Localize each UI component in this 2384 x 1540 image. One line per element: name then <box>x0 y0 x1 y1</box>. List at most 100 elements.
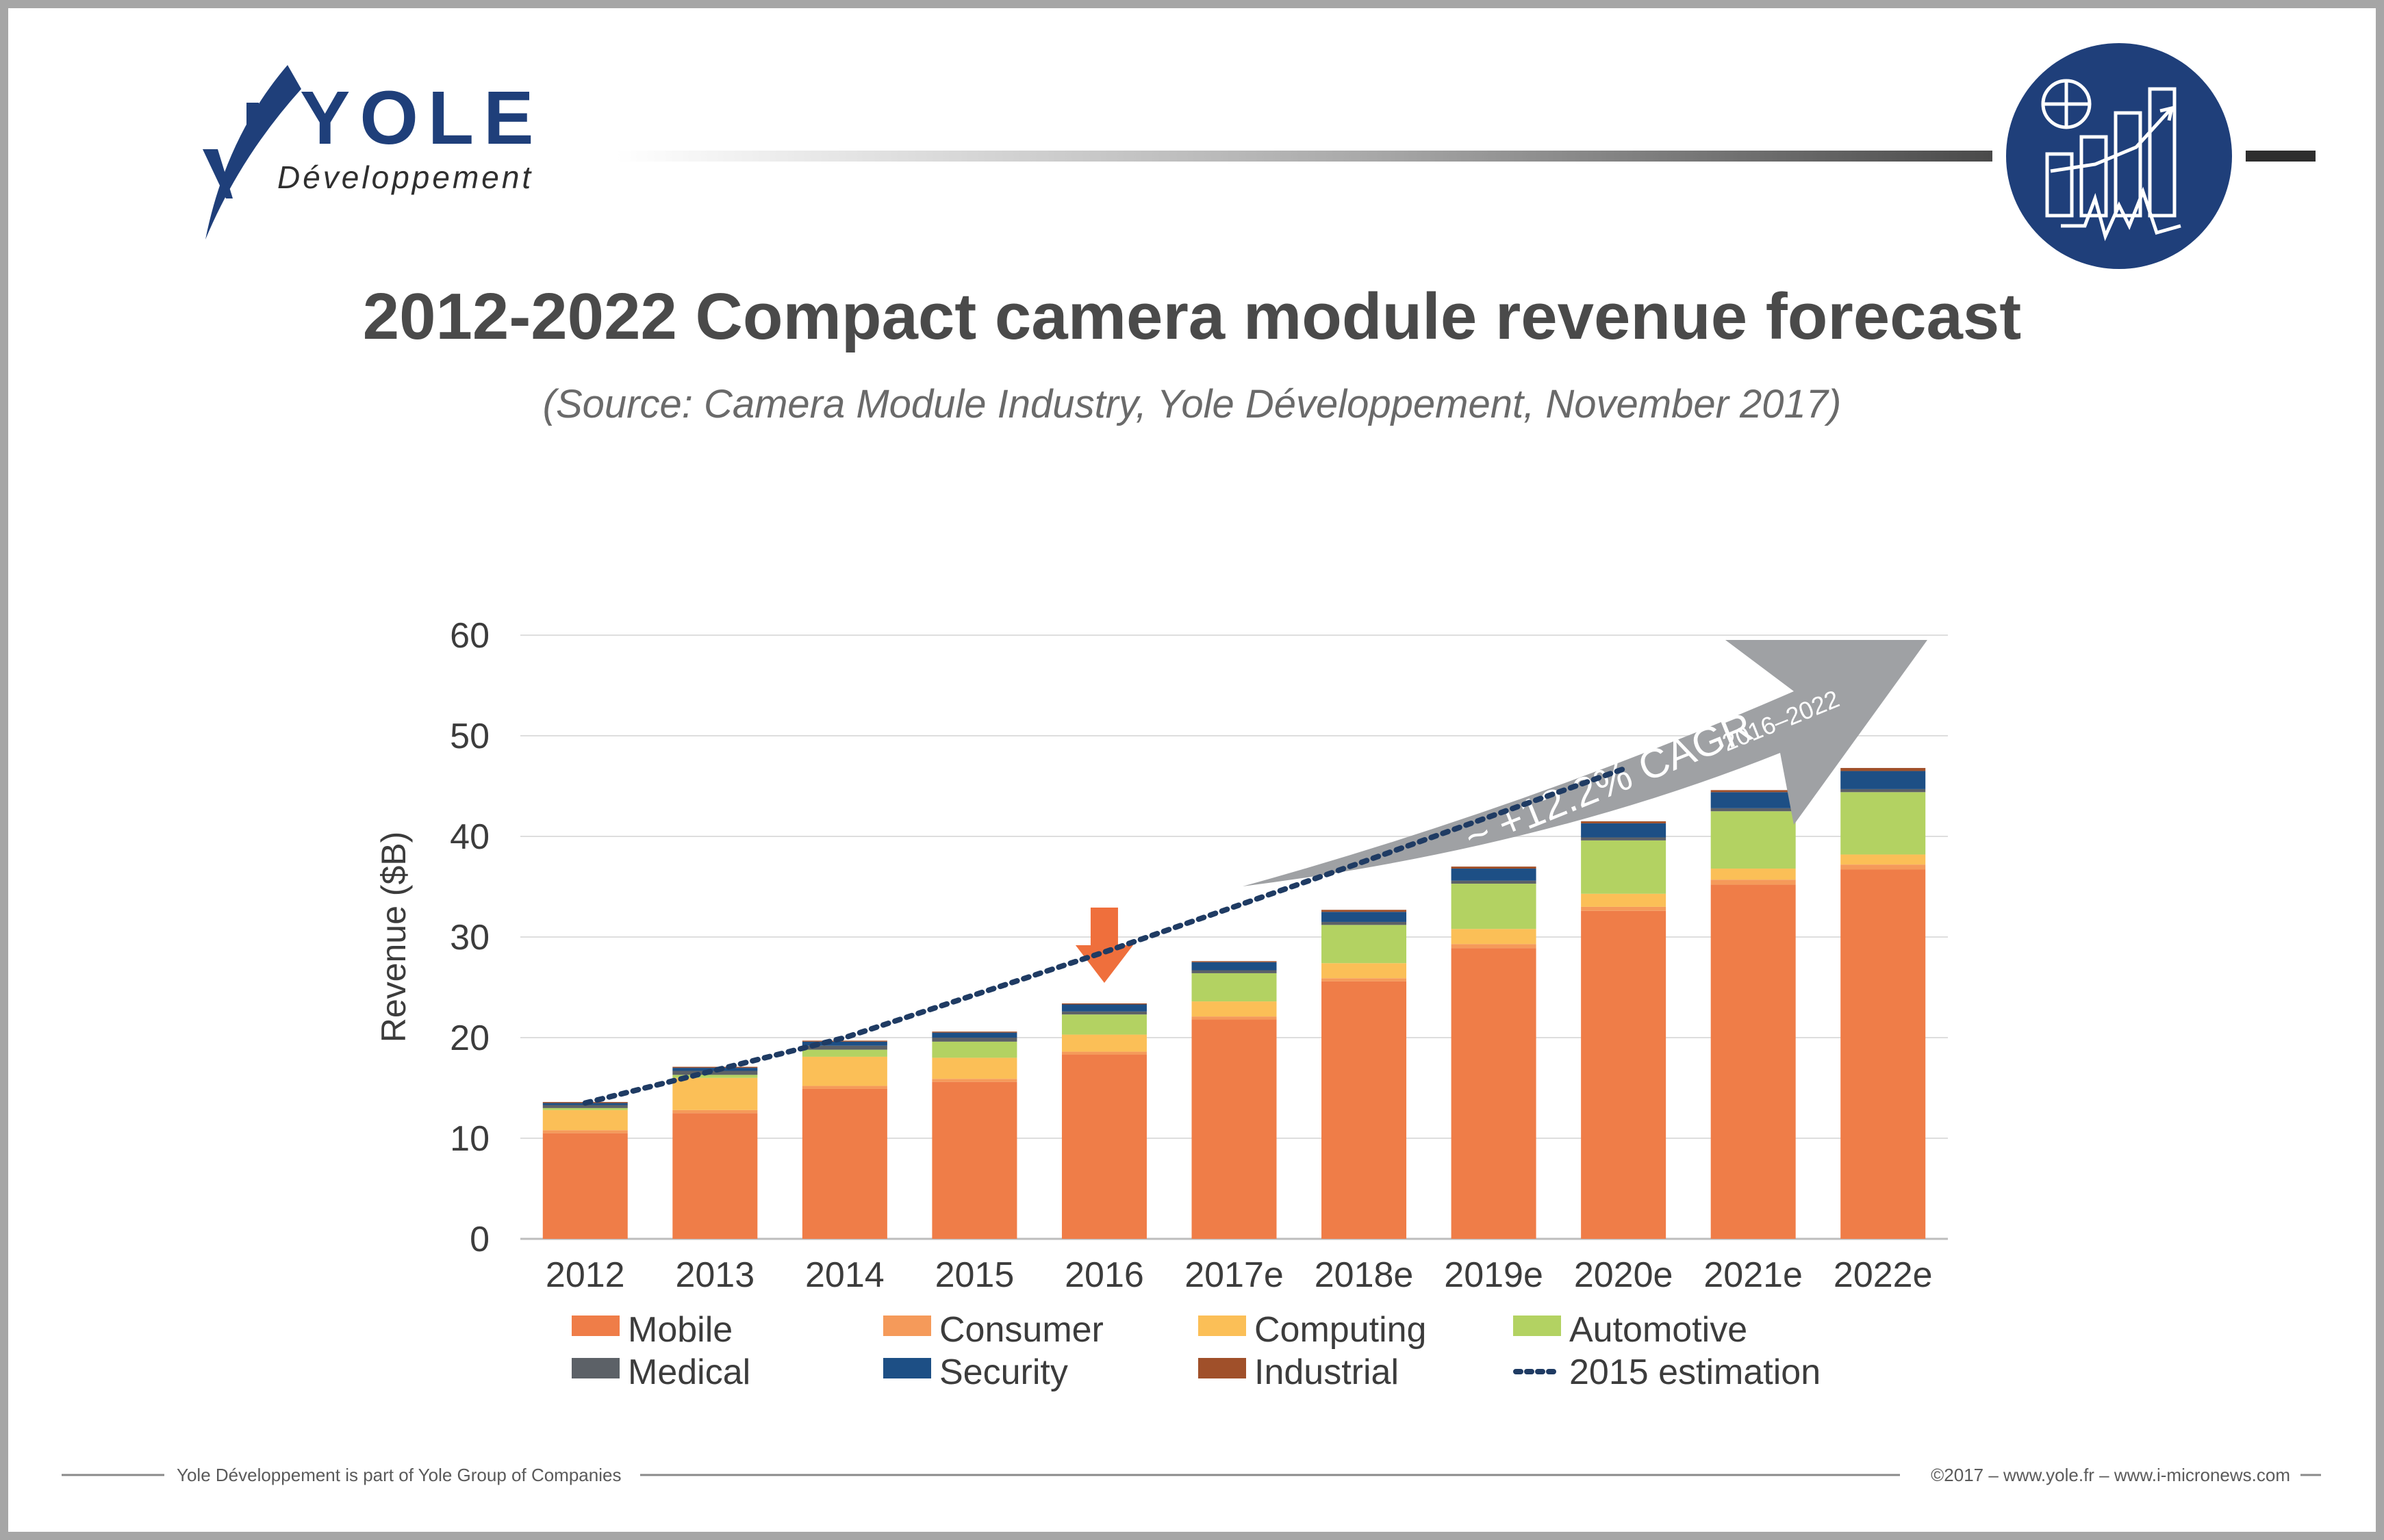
y-tick-label: 30 <box>450 918 490 958</box>
legend-label: Automotive <box>1569 1310 1747 1350</box>
x-tick-label: 2021e <box>1703 1255 1803 1295</box>
footer: Yole Développement is part of Yole Group… <box>62 1465 2321 1485</box>
logo-swoosh <box>205 65 301 240</box>
x-tick-label: 2018e <box>1315 1255 1414 1295</box>
legend-swatch-mobile <box>572 1316 620 1336</box>
bar-segment-consumer <box>1840 864 1926 870</box>
bar-segment-security <box>1840 771 1926 789</box>
bar-segment-mobile <box>672 1113 758 1239</box>
y-tick-label: 0 <box>470 1220 490 1259</box>
bar-segment-medical <box>932 1038 1017 1042</box>
cagr-arrow <box>1243 640 1927 886</box>
x-tick-label: 2019e <box>1444 1255 1543 1295</box>
bar-segment-consumer <box>672 1109 758 1114</box>
bar-segment-computing <box>1191 1001 1277 1017</box>
bar-segment-medical <box>1321 921 1407 925</box>
bar-segment-computing <box>1061 1034 1147 1052</box>
bar-segment-industrial <box>1710 790 1796 793</box>
revenue-chart: 0 10 20 30 40 50 60 Revenue ($B) 2012 2013 2014 201… <box>375 616 1948 1392</box>
x-tick-label: 2014 <box>805 1255 885 1295</box>
bar-segment-medical <box>1451 880 1536 884</box>
x-tick-label: 2017e <box>1184 1255 1284 1295</box>
y-tick-label: 50 <box>450 717 490 756</box>
bar-segment-security <box>1581 823 1666 838</box>
x-tick-label: 2016 <box>1065 1255 1144 1295</box>
legend-label: Medical <box>628 1352 750 1392</box>
bar-segment-automotive <box>1191 973 1277 1002</box>
bar-segment-mobile <box>542 1133 628 1239</box>
bar-segment-industrial <box>802 1040 887 1042</box>
bar-segment-security <box>1321 912 1407 922</box>
legend-label: Industrial <box>1254 1352 1399 1392</box>
bar-segment-mobile <box>1840 869 1926 1239</box>
bar-segment-medical <box>802 1045 887 1050</box>
bar-segment-medical <box>1840 788 1926 793</box>
y-tick-label: 40 <box>450 817 490 857</box>
bar-segment-automotive <box>802 1049 887 1057</box>
highlight-arrow-2016 <box>1075 908 1133 984</box>
bar-segment-computing <box>1840 854 1926 865</box>
bar-segment-mobile <box>932 1081 1017 1239</box>
bar-segment-industrial <box>1451 867 1536 869</box>
bar-segment-security <box>1061 1004 1147 1012</box>
bar-segment-industrial <box>1581 821 1666 823</box>
bar-segment-mobile <box>1451 948 1536 1239</box>
logo-wordmark: YOLE <box>300 76 544 160</box>
bar-segment-security <box>932 1032 1017 1038</box>
y-tick-label: 20 <box>450 1018 490 1058</box>
header-rule-end <box>2246 151 2316 162</box>
footer-left-text: Yole Développement is part of Yole Group… <box>177 1465 621 1485</box>
bar-segment-computing <box>542 1109 628 1131</box>
yole-logo: YOLE Développement <box>203 65 544 240</box>
bar-segment-security <box>1451 869 1536 881</box>
bar-segment-industrial <box>672 1066 758 1068</box>
legend-swatch-industrial <box>1198 1358 1246 1378</box>
legend-swatch-computing <box>1198 1316 1246 1336</box>
bar-segment-computing <box>932 1057 1017 1079</box>
x-tick-label: 2022e <box>1834 1255 1933 1295</box>
bar-segment-automotive <box>1581 840 1666 894</box>
bar-segment-security <box>1191 962 1277 971</box>
bar-segment-industrial <box>932 1031 1017 1033</box>
legend-swatch-security <box>883 1358 931 1378</box>
bar-segment-industrial <box>1061 1003 1147 1005</box>
chart-title: 2012-2022 Compact camera module revenue … <box>363 280 2022 353</box>
y-tick-label: 60 <box>450 616 490 656</box>
bar-segment-computing <box>1581 893 1666 907</box>
bar-segment-security <box>802 1041 887 1046</box>
estimation-line <box>582 766 1627 1106</box>
bar-segment-computing <box>672 1077 758 1110</box>
bar-segment-automotive <box>542 1107 628 1110</box>
bar-segment-consumer <box>1710 880 1796 885</box>
x-tick-label: 2012 <box>546 1255 625 1295</box>
footer-right-text: ©2017 – www.yole.fr – www.i-micronews.co… <box>1931 1465 2290 1485</box>
bar-segment-mobile <box>1581 910 1666 1239</box>
bar-segment-automotive <box>1451 884 1536 929</box>
bar-segment-computing <box>802 1056 887 1086</box>
bar-segment-automotive <box>1710 811 1796 869</box>
bar-segment-mobile <box>802 1088 887 1239</box>
bar-segment-computing <box>1451 929 1536 945</box>
bar-segment-automotive <box>1321 925 1407 964</box>
bar-segment-medical <box>672 1070 758 1075</box>
bar-segment-computing <box>1710 869 1796 880</box>
bar-segment-consumer <box>932 1079 1017 1082</box>
bar-segment-consumer <box>1581 906 1666 911</box>
bar-segment-consumer <box>1451 944 1536 949</box>
legend-label: Mobile <box>628 1310 733 1350</box>
x-tick-label: 2015 <box>935 1255 1015 1295</box>
logo-stroke-left <box>203 149 233 198</box>
legend-swatch-medical <box>572 1358 620 1378</box>
bar-segment-automotive <box>672 1075 758 1078</box>
bar-segment-medical <box>1710 808 1796 812</box>
x-tick-label: 2020e <box>1574 1255 1673 1295</box>
bar-segment-mobile <box>1061 1054 1147 1239</box>
bar-segment-automotive <box>1840 792 1926 855</box>
bar-segment-mobile <box>1191 1019 1277 1239</box>
header-rule <box>616 151 1992 162</box>
legend-swatch-automotive <box>1513 1316 1561 1336</box>
bar-segment-consumer <box>1191 1016 1277 1020</box>
bar-segment-industrial <box>1840 768 1926 771</box>
